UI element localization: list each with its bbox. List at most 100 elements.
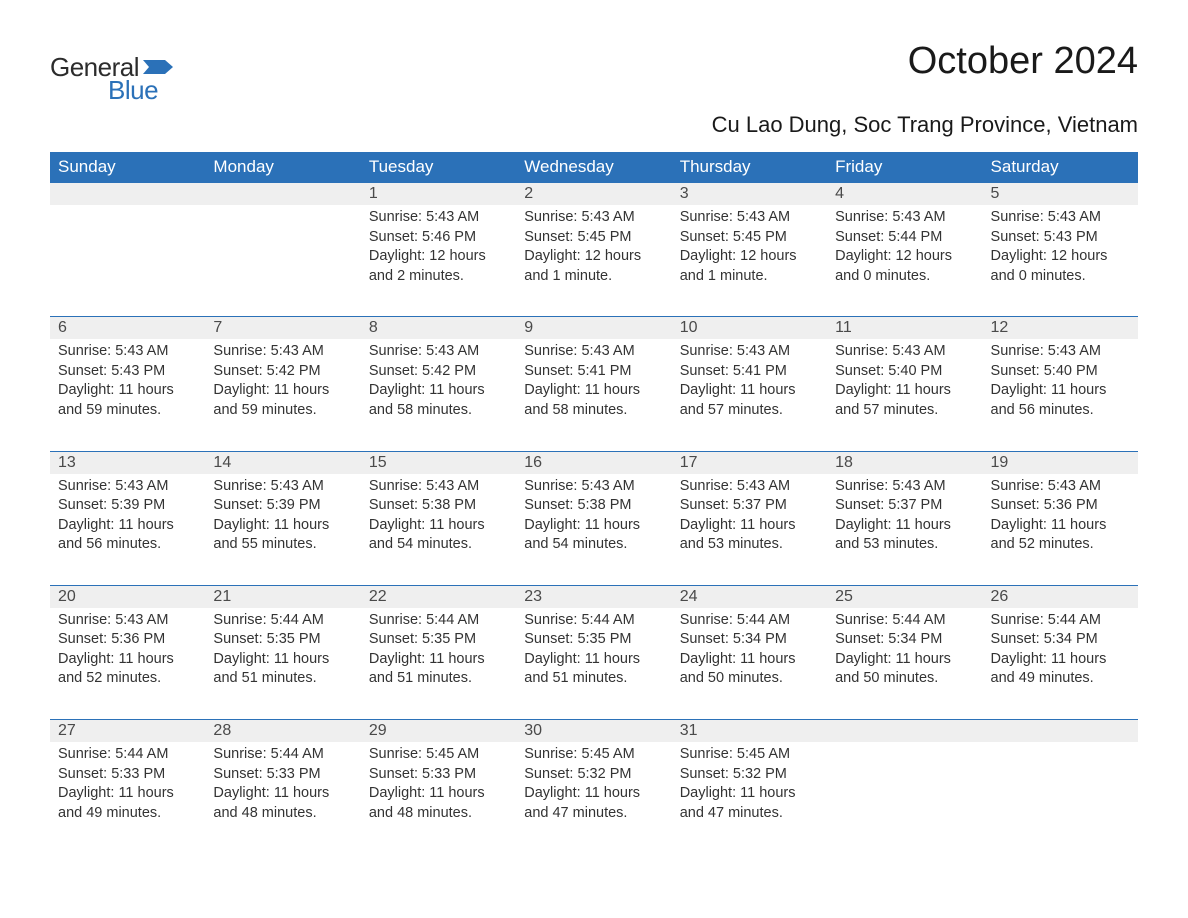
sunrise-text: Sunrise: 5:43 AM: [680, 477, 819, 497]
day-number: 16: [516, 451, 671, 474]
sunset-text: Sunset: 5:35 PM: [213, 630, 352, 650]
day-number: 5: [983, 183, 1138, 206]
daylight-text: Daylight: 11 hours and 50 minutes.: [680, 650, 819, 689]
day-cell: Sunrise: 5:43 AMSunset: 5:42 PMDaylight:…: [205, 339, 360, 451]
day-header: Sunday: [50, 152, 205, 183]
sunset-text: Sunset: 5:32 PM: [680, 765, 819, 785]
day-number: 23: [516, 585, 671, 608]
day-number: 20: [50, 585, 205, 608]
day-number: 31: [672, 720, 827, 743]
sunrise-text: Sunrise: 5:43 AM: [213, 477, 352, 497]
sunrise-text: Sunrise: 5:43 AM: [369, 342, 508, 362]
day-cell: Sunrise: 5:44 AMSunset: 5:35 PMDaylight:…: [205, 608, 360, 720]
daylight-text: Daylight: 11 hours and 54 minutes.: [369, 516, 508, 555]
day-cell: Sunrise: 5:43 AMSunset: 5:38 PMDaylight:…: [361, 474, 516, 586]
sunrise-text: Sunrise: 5:44 AM: [835, 611, 974, 631]
daylight-text: Daylight: 11 hours and 54 minutes.: [524, 516, 663, 555]
sunset-text: Sunset: 5:36 PM: [58, 630, 197, 650]
day-cell: Sunrise: 5:43 AMSunset: 5:45 PMDaylight:…: [672, 205, 827, 317]
day-cell: Sunrise: 5:43 AMSunset: 5:38 PMDaylight:…: [516, 474, 671, 586]
header: General Blue October 2024: [50, 40, 1138, 106]
sunrise-text: Sunrise: 5:43 AM: [991, 342, 1130, 362]
day-header: Monday: [205, 152, 360, 183]
day-cell: Sunrise: 5:43 AMSunset: 5:44 PMDaylight:…: [827, 205, 982, 317]
sunrise-text: Sunrise: 5:43 AM: [524, 477, 663, 497]
daylight-text: Daylight: 11 hours and 52 minutes.: [58, 650, 197, 689]
sunset-text: Sunset: 5:40 PM: [991, 362, 1130, 382]
day-cell: Sunrise: 5:44 AMSunset: 5:35 PMDaylight:…: [361, 608, 516, 720]
sunset-text: Sunset: 5:45 PM: [680, 228, 819, 248]
day-number: 29: [361, 720, 516, 743]
day-cell: [50, 205, 205, 317]
day-cell: [827, 742, 982, 831]
daynum-row: 12345: [50, 183, 1138, 206]
day-number: 13: [50, 451, 205, 474]
day-number: 25: [827, 585, 982, 608]
day-header-row: Sunday Monday Tuesday Wednesday Thursday…: [50, 152, 1138, 183]
sunset-text: Sunset: 5:39 PM: [58, 496, 197, 516]
daylight-text: Daylight: 11 hours and 59 minutes.: [213, 381, 352, 420]
daylight-text: Daylight: 11 hours and 59 minutes.: [58, 381, 197, 420]
sunset-text: Sunset: 5:43 PM: [991, 228, 1130, 248]
day-cell: Sunrise: 5:43 AMSunset: 5:39 PMDaylight:…: [50, 474, 205, 586]
sunrise-text: Sunrise: 5:43 AM: [991, 477, 1130, 497]
sunrise-text: Sunrise: 5:43 AM: [369, 208, 508, 228]
day-header: Thursday: [672, 152, 827, 183]
daylight-text: Daylight: 11 hours and 51 minutes.: [213, 650, 352, 689]
content-row: Sunrise: 5:43 AMSunset: 5:39 PMDaylight:…: [50, 474, 1138, 586]
daylight-text: Daylight: 11 hours and 56 minutes.: [991, 381, 1130, 420]
sunset-text: Sunset: 5:43 PM: [58, 362, 197, 382]
sunrise-text: Sunrise: 5:45 AM: [524, 745, 663, 765]
daylight-text: Daylight: 11 hours and 50 minutes.: [835, 650, 974, 689]
day-number: 10: [672, 317, 827, 340]
day-number: 17: [672, 451, 827, 474]
daynum-row: 2728293031: [50, 720, 1138, 743]
day-cell: Sunrise: 5:43 AMSunset: 5:36 PMDaylight:…: [983, 474, 1138, 586]
sunrise-text: Sunrise: 5:44 AM: [524, 611, 663, 631]
daylight-text: Daylight: 12 hours and 0 minutes.: [835, 247, 974, 286]
sunset-text: Sunset: 5:33 PM: [58, 765, 197, 785]
sunset-text: Sunset: 5:42 PM: [213, 362, 352, 382]
sunset-text: Sunset: 5:38 PM: [524, 496, 663, 516]
day-number: 24: [672, 585, 827, 608]
day-cell: Sunrise: 5:43 AMSunset: 5:41 PMDaylight:…: [516, 339, 671, 451]
content-row: Sunrise: 5:43 AMSunset: 5:46 PMDaylight:…: [50, 205, 1138, 317]
sunrise-text: Sunrise: 5:43 AM: [369, 477, 508, 497]
daylight-text: Daylight: 11 hours and 57 minutes.: [680, 381, 819, 420]
day-cell: [983, 742, 1138, 831]
sunset-text: Sunset: 5:32 PM: [524, 765, 663, 785]
day-header: Wednesday: [516, 152, 671, 183]
sunset-text: Sunset: 5:35 PM: [369, 630, 508, 650]
daylight-text: Daylight: 11 hours and 48 minutes.: [213, 784, 352, 823]
daylight-text: Daylight: 11 hours and 55 minutes.: [213, 516, 352, 555]
day-cell: Sunrise: 5:45 AMSunset: 5:32 PMDaylight:…: [672, 742, 827, 831]
sunset-text: Sunset: 5:33 PM: [213, 765, 352, 785]
day-number: 21: [205, 585, 360, 608]
daylight-text: Daylight: 12 hours and 1 minute.: [524, 247, 663, 286]
day-cell: Sunrise: 5:43 AMSunset: 5:37 PMDaylight:…: [827, 474, 982, 586]
sunrise-text: Sunrise: 5:45 AM: [680, 745, 819, 765]
day-cell: Sunrise: 5:43 AMSunset: 5:45 PMDaylight:…: [516, 205, 671, 317]
day-cell: Sunrise: 5:45 AMSunset: 5:33 PMDaylight:…: [361, 742, 516, 831]
day-number: 3: [672, 183, 827, 206]
day-number: 27: [50, 720, 205, 743]
day-number: 30: [516, 720, 671, 743]
day-number: 2: [516, 183, 671, 206]
day-number: 18: [827, 451, 982, 474]
day-cell: Sunrise: 5:43 AMSunset: 5:37 PMDaylight:…: [672, 474, 827, 586]
day-cell: Sunrise: 5:43 AMSunset: 5:41 PMDaylight:…: [672, 339, 827, 451]
sunrise-text: Sunrise: 5:43 AM: [835, 477, 974, 497]
day-cell: Sunrise: 5:43 AMSunset: 5:46 PMDaylight:…: [361, 205, 516, 317]
sunset-text: Sunset: 5:39 PM: [213, 496, 352, 516]
sunrise-text: Sunrise: 5:43 AM: [835, 342, 974, 362]
sunset-text: Sunset: 5:38 PM: [369, 496, 508, 516]
sunset-text: Sunset: 5:37 PM: [680, 496, 819, 516]
day-header: Friday: [827, 152, 982, 183]
sunrise-text: Sunrise: 5:44 AM: [213, 745, 352, 765]
daynum-row: 13141516171819: [50, 451, 1138, 474]
day-number: 14: [205, 451, 360, 474]
sunrise-text: Sunrise: 5:43 AM: [524, 342, 663, 362]
sunrise-text: Sunrise: 5:43 AM: [835, 208, 974, 228]
day-number: [827, 720, 982, 743]
daylight-text: Daylight: 11 hours and 52 minutes.: [991, 516, 1130, 555]
